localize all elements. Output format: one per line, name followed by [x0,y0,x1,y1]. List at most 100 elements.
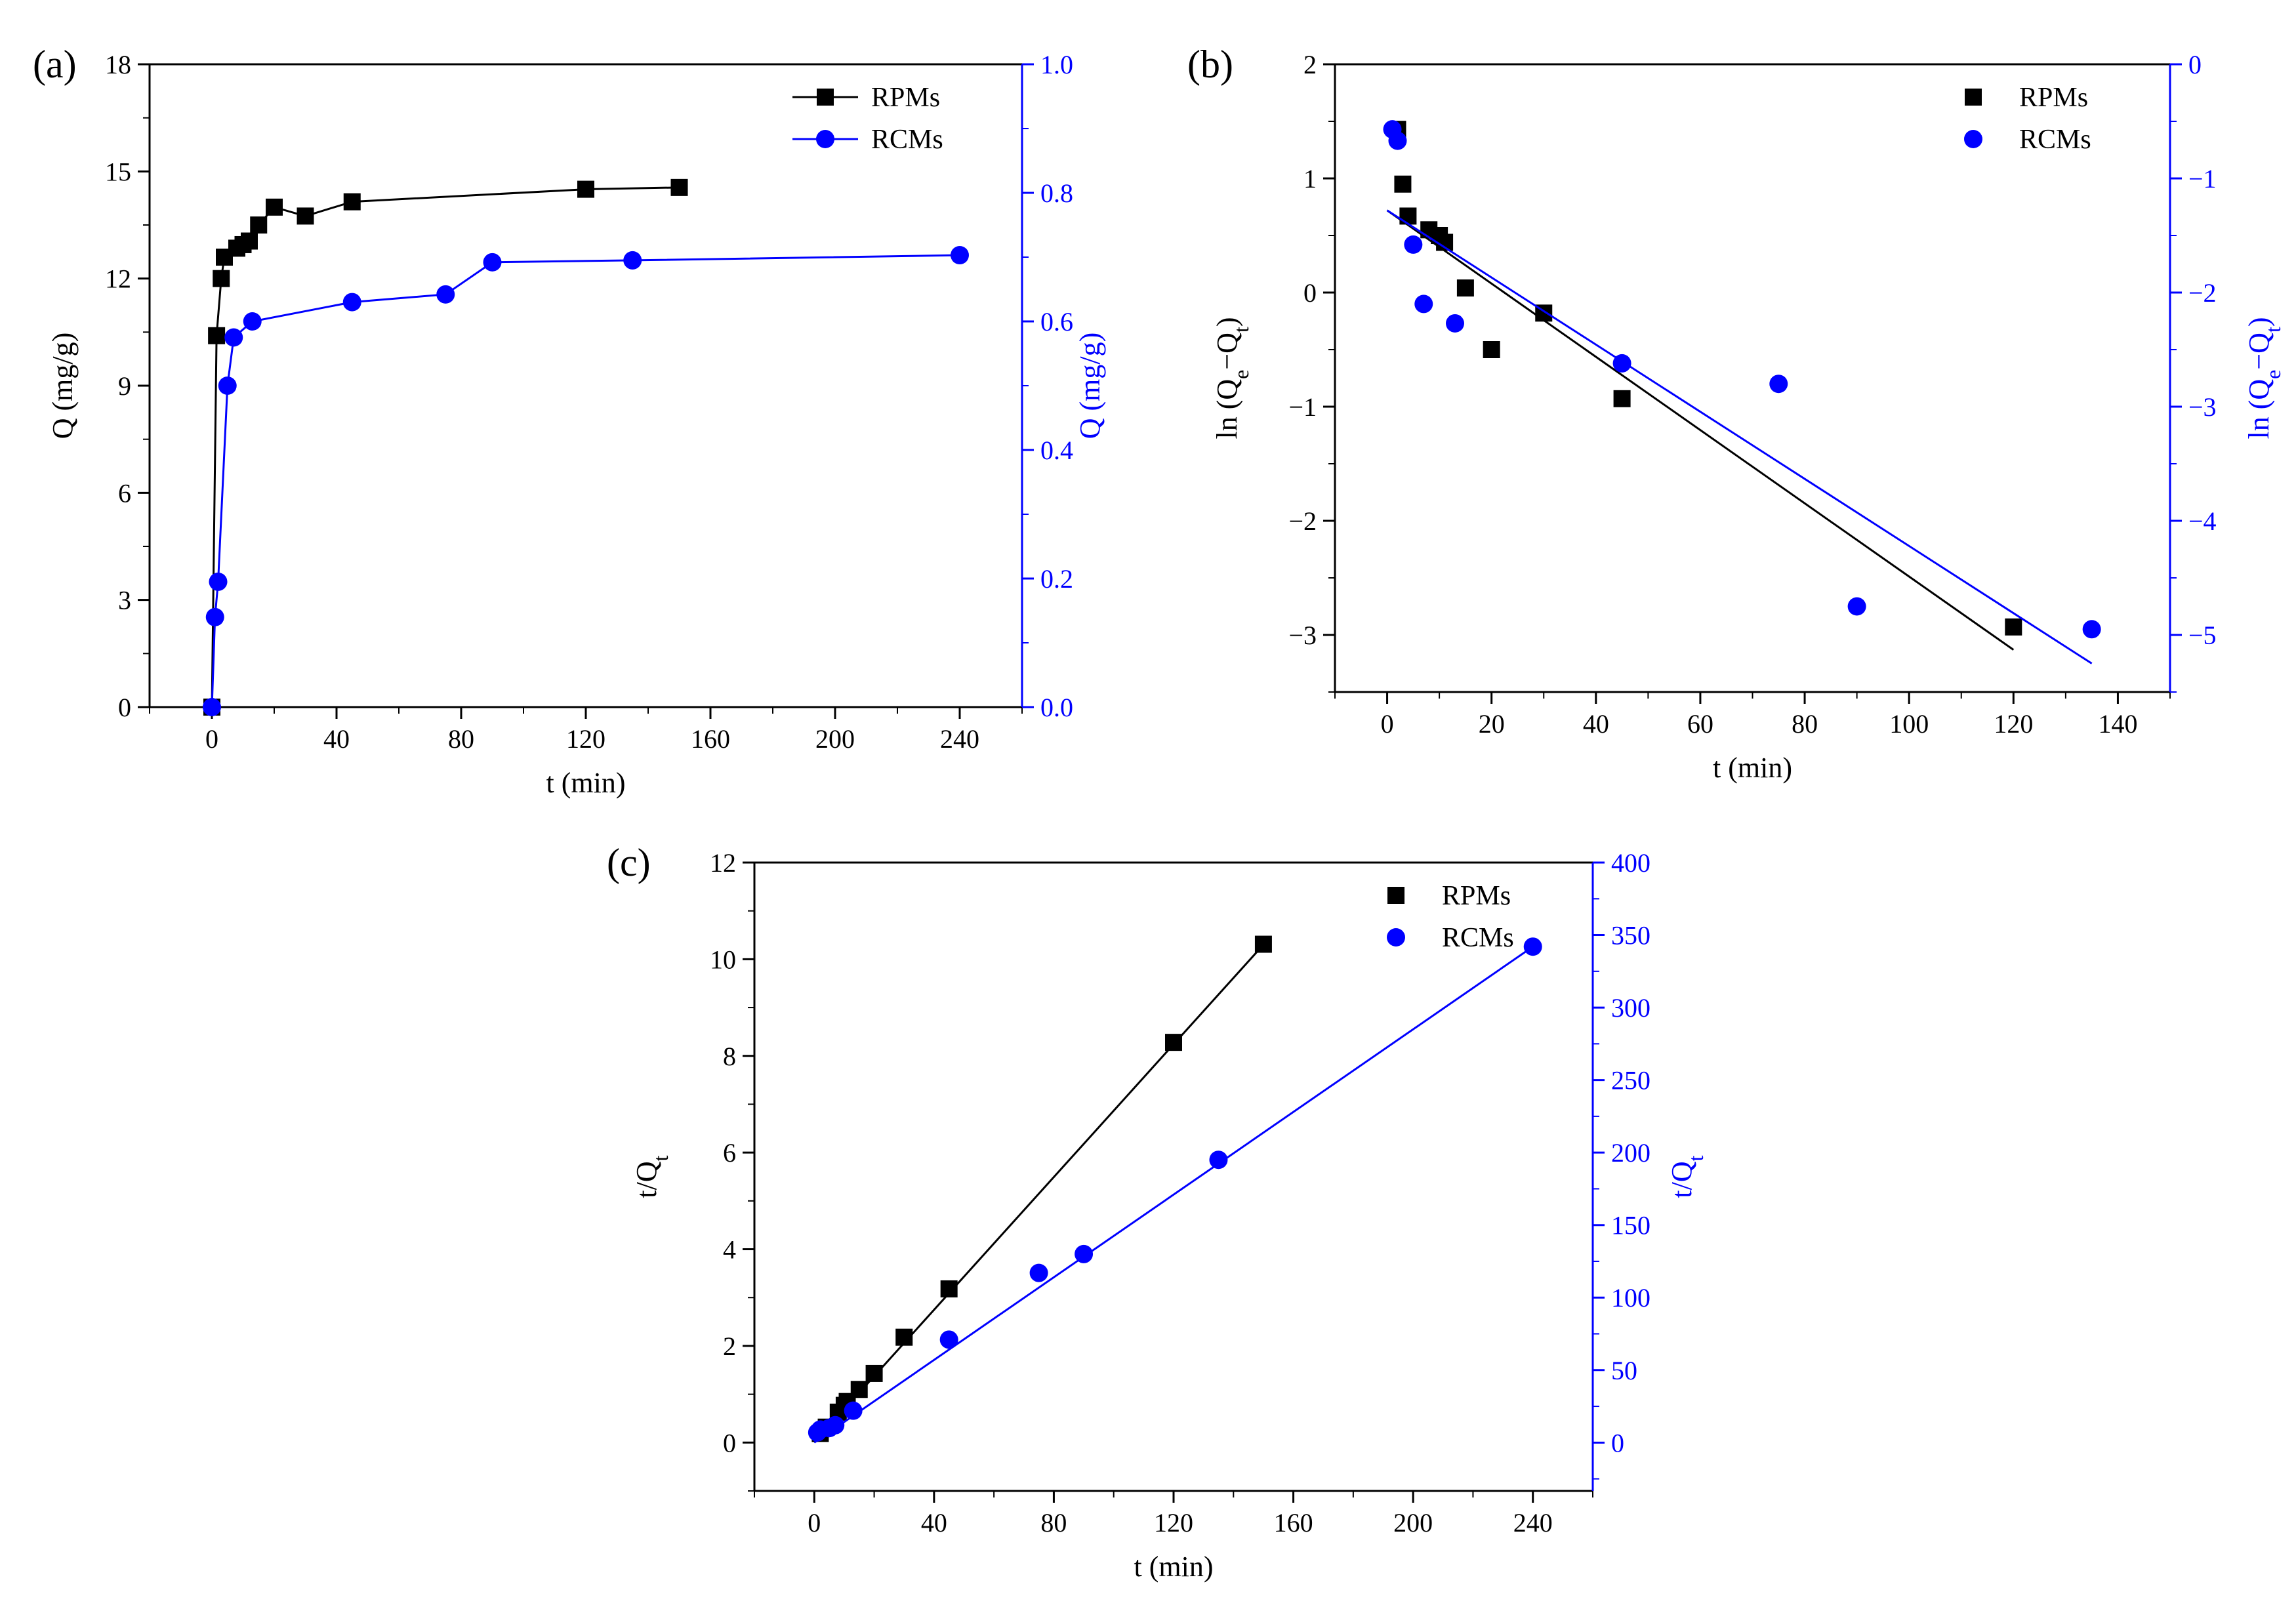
legend-label: RCMs [2019,125,2091,155]
y-tick-label: 6 [118,478,131,508]
x-tick-label: 0 [808,1508,821,1538]
y-tick-label: 8 [723,1042,736,1071]
data-point [343,193,361,211]
y2-axis-label: Q (mg/g) [1074,333,1106,439]
legend-marker [1387,928,1405,947]
data-point [1075,1244,1094,1263]
x-axis-label: t (min) [1713,752,1792,784]
x-tick-label: 80 [1040,1508,1067,1538]
y-tick-label: 6 [723,1138,736,1168]
y2-tick-label: 250 [1611,1066,1650,1095]
data-point [1388,131,1407,150]
y2-tick-label: −4 [2188,506,2217,536]
data-point [243,312,262,331]
data-point [209,572,228,591]
legend-marker [1387,887,1404,904]
x-tick-label: 240 [1513,1508,1553,1538]
legend-label: RCMs [871,125,943,155]
x-tick-label: 40 [921,1508,947,1538]
data-point [2005,618,2022,636]
panel-label: (b) [1187,43,1233,86]
legend-marker [1964,130,1982,148]
data-point [241,232,258,250]
data-point [224,328,243,347]
x-tick-label: 200 [815,724,855,754]
fit-line [1386,209,2015,651]
data-point [844,1401,863,1420]
y-axis-label: t/Qt [630,1155,672,1198]
y2-axis-label: t/Qt [1666,1155,1708,1198]
data-point [1483,341,1500,358]
y2-tick-label: −1 [2188,164,2217,193]
y2-tick-label: 0.8 [1040,178,1073,208]
x-tick-label: 140 [2098,709,2137,739]
y2-tick-label: 0.0 [1040,693,1073,722]
fit-line [813,945,1534,1444]
legend-marker [816,130,834,148]
data-point [850,1381,868,1398]
data-point [213,270,230,287]
y-tick-label: −2 [1288,506,1317,536]
y-tick-label: 18 [105,50,131,79]
x-tick-label: 0 [205,724,218,754]
y-tick-label: 2 [1303,50,1317,79]
y-tick-label: 4 [723,1235,736,1265]
y2-tick-label: −3 [2188,392,2217,422]
x-tick-label: 200 [1393,1508,1433,1538]
x-tick-label: 80 [1792,709,1818,739]
series-rcms [203,246,969,716]
data-point [436,285,455,304]
data-point [1254,935,1272,953]
y2-tick-label: 0.4 [1040,436,1073,465]
data-point [577,180,594,198]
data-point [208,327,226,344]
y-tick-label: 12 [710,848,736,878]
y2-tick-label: 400 [1611,848,1650,878]
y2-tick-label: 150 [1611,1211,1650,1240]
data-point [1612,354,1631,373]
data-point [895,1328,913,1346]
y2-tick-label: 300 [1611,993,1650,1023]
y2-tick-label: 1.0 [1040,50,1073,79]
y2-tick-label: 350 [1611,921,1650,950]
x-tick-label: 160 [1274,1508,1313,1538]
legend-label: RCMs [1442,923,1514,953]
data-point [250,216,268,234]
x-tick-label: 80 [448,724,474,754]
y-tick-label: 15 [105,157,131,186]
x-tick-label: 60 [1687,709,1713,739]
data-point [1394,175,1412,193]
panel-b: 0 20 40 60 80 100 120 140 −3 −2 −1 0 1 2 −5 −4 −3 −2 −1 0 t … [1187,43,2285,784]
y-tick-label: 9 [118,371,131,401]
x-tick-label: 0 [1381,709,1394,739]
data-point [1165,1034,1182,1051]
y-tick-label: 0 [118,693,131,722]
legend-marker [817,89,834,106]
legend-marker [1965,89,1982,106]
series-rpms [1386,121,2022,651]
legend-label: RPMs [871,83,940,113]
y2-tick-label: −2 [2188,278,2217,308]
y-tick-label: 0 [723,1428,736,1457]
data-point [342,293,361,312]
y-tick-label: 1 [1303,164,1317,193]
x-axis-label: t (min) [1134,1551,1214,1583]
fit-line [1386,209,2093,664]
data-point [2082,620,2101,639]
panel-label: (a) [33,43,77,86]
legend-label: RPMs [2019,83,2088,113]
y2-tick-label: 50 [1611,1356,1637,1385]
data-point [826,1416,845,1435]
data-point [1847,597,1866,616]
y2-tick-label: 0 [2188,50,2202,79]
data-point [939,1330,958,1349]
series-rcms [808,937,1542,1444]
y-tick-label: 12 [105,264,131,294]
y2-tick-label: 0.6 [1040,307,1073,336]
x-tick-label: 240 [940,724,979,754]
y-tick-label: −1 [1288,392,1317,422]
x-tick-label: 40 [323,724,350,754]
series-line [211,186,680,708]
series-rpms [203,178,688,716]
y2-tick-label: 100 [1611,1283,1650,1313]
